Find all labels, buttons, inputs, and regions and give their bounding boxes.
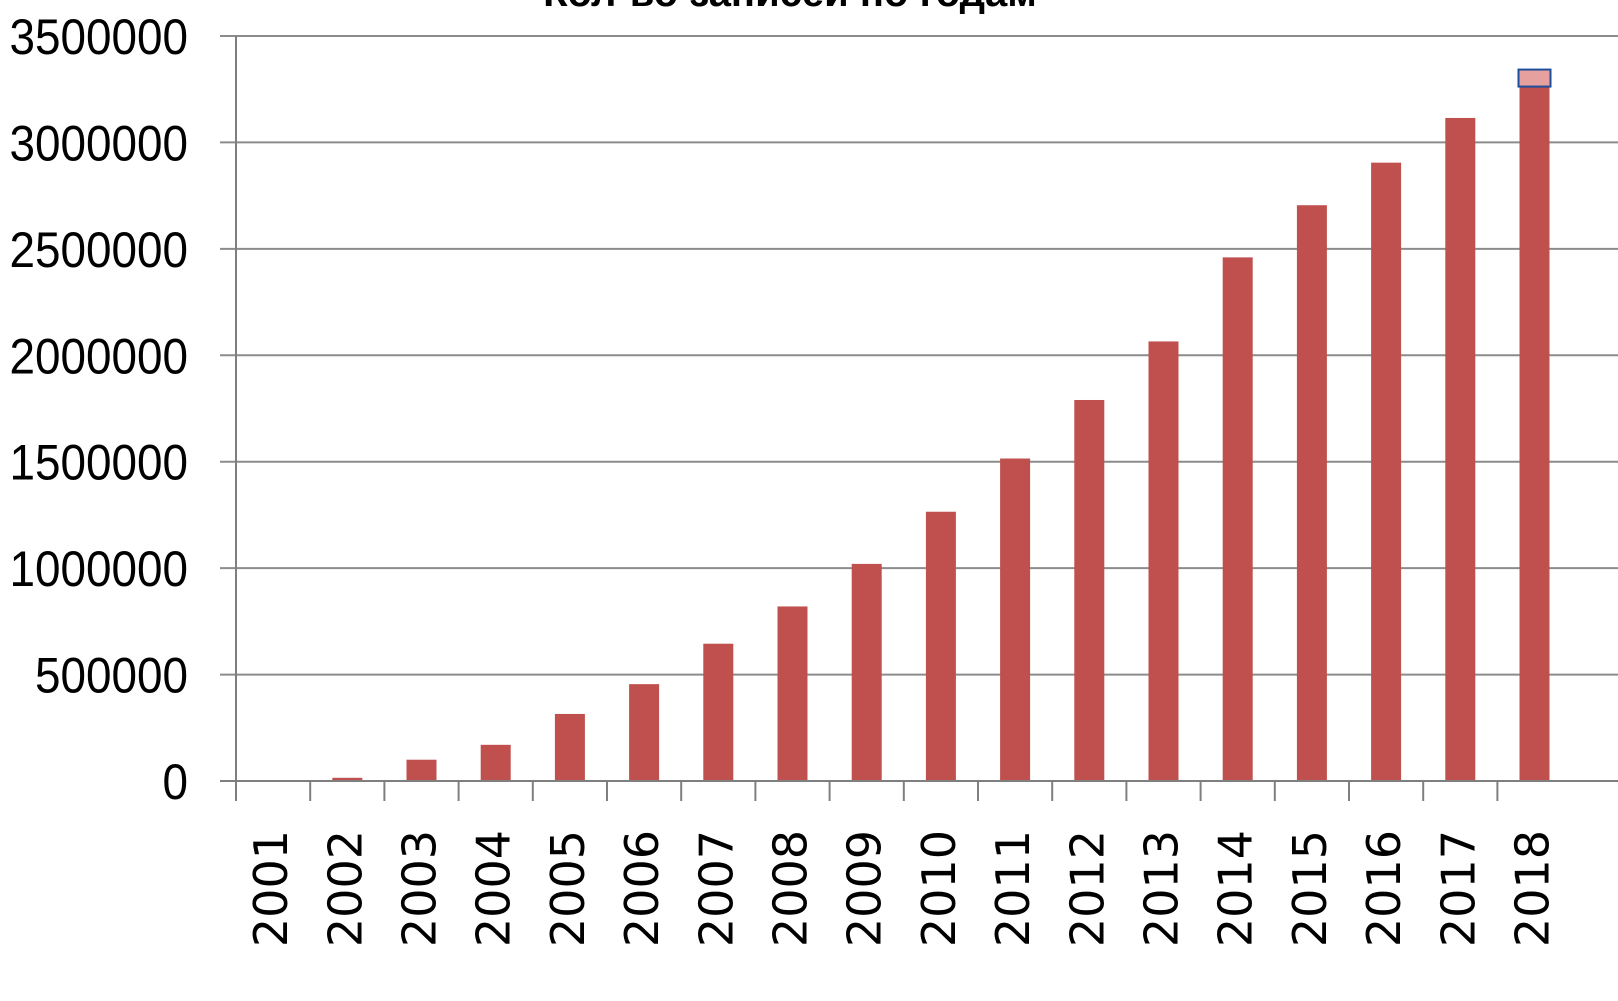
bar [554,713,585,781]
x-tick-label: 2004 [467,830,521,947]
x-tick-label: 2011 [986,830,1040,947]
bar [851,563,882,781]
y-axis-ticks: 0 500000 1000000 1500000 2000000 2500000 30000… [10,9,189,810]
x-axis [220,36,1618,801]
y-tick-label: 2000000 [10,328,189,384]
bar [925,511,956,781]
x-tick-label: 2002 [318,830,372,947]
bar [1074,399,1105,781]
bar [1296,205,1327,781]
x-tick-label: 2010 [912,830,966,947]
bar [629,684,660,781]
bar [1519,78,1550,782]
bar [406,759,437,781]
bar [1000,458,1031,781]
bar [777,606,808,781]
x-tick-label: 2001 [244,830,298,947]
bar [703,643,734,781]
x-tick-label: 2007 [689,830,743,947]
x-tick-label: 2008 [764,830,818,947]
bar [1222,257,1253,781]
y-tick-label: 3500000 [10,9,189,65]
x-tick-label: 2015 [1283,830,1337,947]
x-tick-label: 2005 [541,830,595,947]
bar [480,744,511,781]
y-tick-label: 0 [163,754,189,810]
bar [1445,117,1476,781]
bar [1371,162,1402,781]
y-tick-label: 3000000 [10,115,189,171]
y-tick-label: 1000000 [10,541,189,597]
x-tick-label: 2003 [393,830,447,947]
gridlines [220,35,1618,676]
x-tick-label: 2014 [1209,830,1263,947]
x-tick-label: 2016 [1357,830,1411,947]
x-tick-label: 2018 [1506,830,1560,947]
selected-bar-marker [1517,68,1552,88]
x-tick-label: 2013 [1135,830,1189,947]
x-tick-label: 2012 [1060,830,1114,947]
bar [332,777,363,781]
y-tick-label: 1500000 [10,435,189,491]
x-tick-label: 2009 [838,830,892,947]
bars [258,68,1552,782]
y-tick-label: 2500000 [10,222,189,278]
x-tick-label: 2006 [615,830,669,947]
x-axis-ticks: 2001 2002 2003 2004 2005 2006 2007 2008 2009 2010… [244,830,1559,947]
chart-title: Кол-во записей по годам [543,0,1037,15]
bar [1148,341,1179,781]
x-tick-label: 2017 [1431,830,1485,947]
y-tick-label: 500000 [35,648,188,704]
